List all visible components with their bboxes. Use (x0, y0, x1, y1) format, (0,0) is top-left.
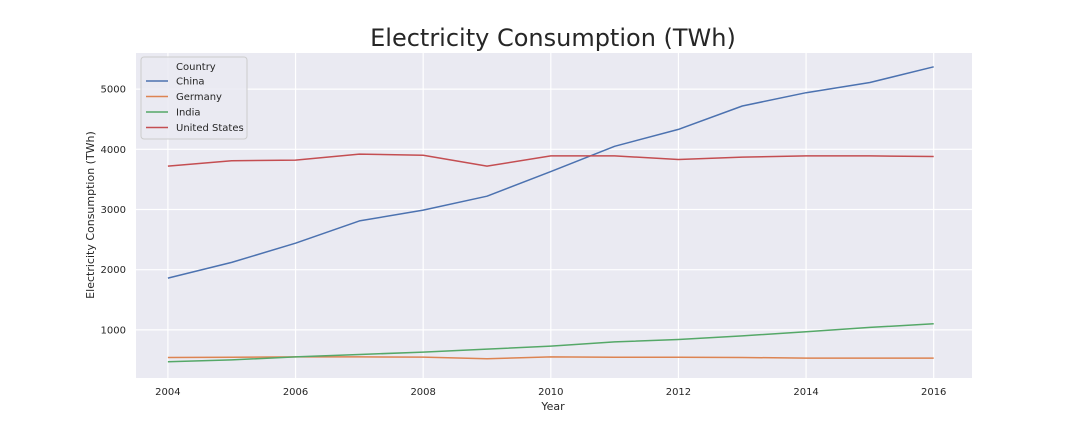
x-tick-label: 2012 (666, 387, 691, 398)
x-tick-label: 2008 (410, 387, 435, 398)
series-line-0 (167, 66, 934, 279)
legend-label: Germany (176, 92, 222, 103)
x-tick-label: 2006 (283, 387, 308, 398)
y-tick-label: 3000 (101, 205, 126, 216)
y-tick-label: 1000 (101, 325, 126, 336)
legend-box (140, 56, 248, 140)
plot-area (136, 53, 972, 378)
y-tick-labels: 1000 2000 3000 4000 5000 (101, 85, 126, 337)
y-axis-label: Electricity Consumption (TWh) (84, 131, 97, 299)
legend: Country China Germany India United States (140, 56, 248, 140)
x-tick-label: 2010 (538, 387, 563, 398)
chart-title: Electricity Consumption (TWh) (370, 24, 736, 52)
legend-label: China (176, 77, 205, 88)
legend-label: India (176, 108, 201, 119)
series-line-2 (167, 323, 934, 363)
y-tick-label: 5000 (101, 85, 126, 96)
y-tick-label: 2000 (101, 265, 126, 276)
legend-label: United States (176, 123, 244, 134)
x-tick-label: 2016 (921, 387, 946, 398)
x-tick-labels: 2004 2006 2008 2010 2012 2014 2016 (155, 387, 946, 398)
series-line-3 (167, 153, 934, 167)
x-tick-label: 2004 (155, 387, 180, 398)
y-tick-label: 4000 (101, 145, 126, 156)
legend-title: Country (176, 62, 216, 73)
series-lines (167, 66, 934, 363)
x-axis-label: Year (540, 400, 565, 413)
x-tick-label: 2014 (793, 387, 818, 398)
